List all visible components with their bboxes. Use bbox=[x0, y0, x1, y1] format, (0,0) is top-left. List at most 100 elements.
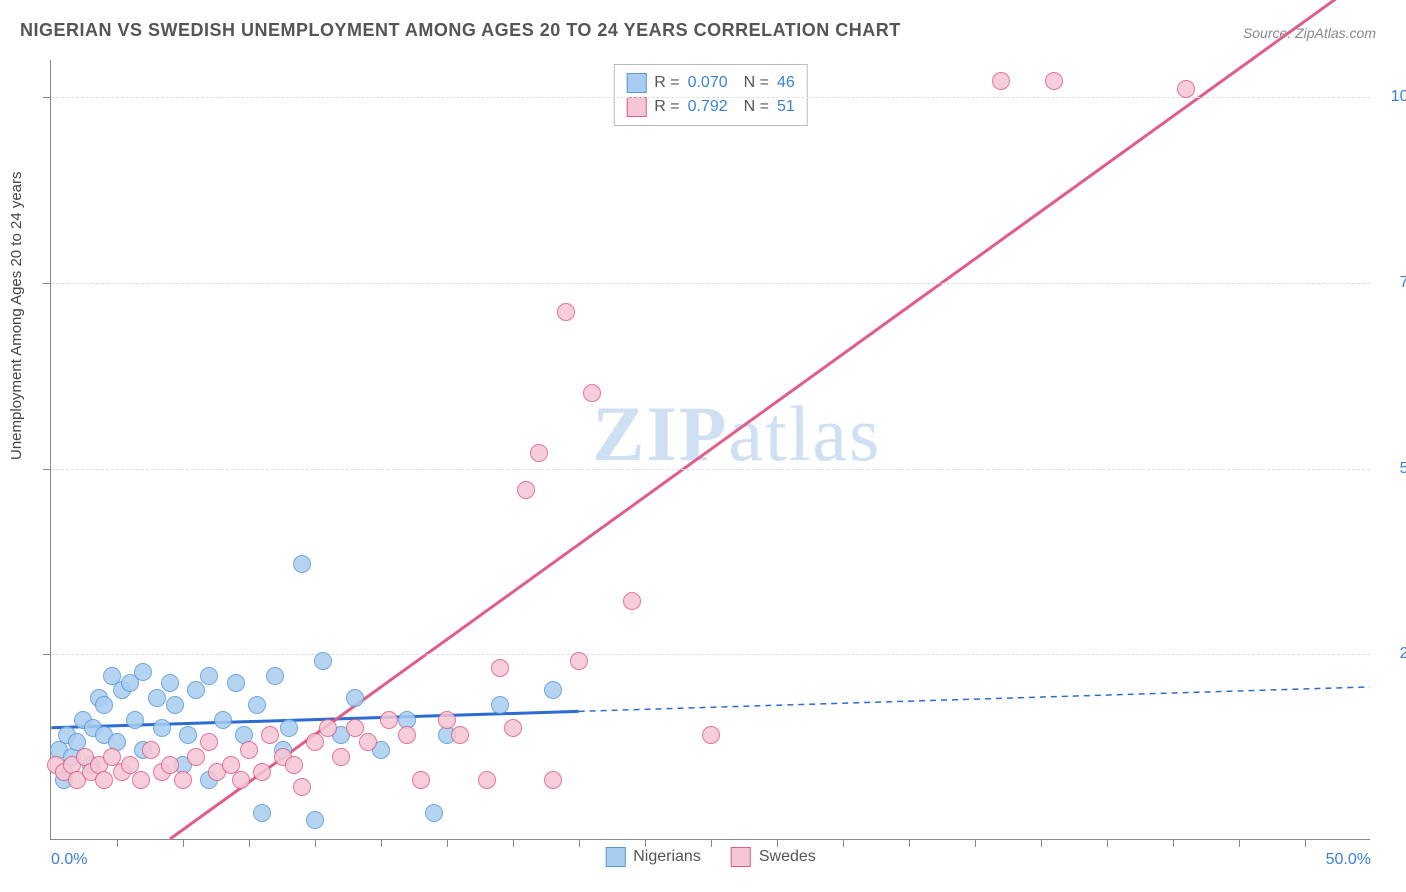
x-tick bbox=[315, 839, 316, 847]
y-tick-label: 75.0% bbox=[1375, 274, 1406, 292]
scatter-point-swedes bbox=[293, 778, 311, 796]
source-label: Source: ZipAtlas.com bbox=[1243, 25, 1376, 41]
scatter-point-nigerians bbox=[314, 652, 332, 670]
legend-item-nigerians: Nigerians bbox=[605, 847, 701, 867]
scatter-point-swedes bbox=[380, 711, 398, 729]
scatter-point-swedes bbox=[530, 444, 548, 462]
scatter-point-nigerians bbox=[544, 681, 562, 699]
x-tick bbox=[381, 839, 382, 847]
y-tick-label: 25.0% bbox=[1375, 645, 1406, 663]
scatter-point-swedes bbox=[412, 771, 430, 789]
legend-label: Swedes bbox=[759, 848, 816, 866]
scatter-point-nigerians bbox=[266, 667, 284, 685]
scatter-point-nigerians bbox=[134, 663, 152, 681]
grid-line bbox=[51, 654, 1370, 655]
x-tick bbox=[579, 839, 580, 847]
trend-lines bbox=[51, 60, 1370, 839]
x-tick bbox=[975, 839, 976, 847]
y-tick bbox=[43, 283, 51, 284]
x-tick-label-start: 0.0% bbox=[51, 851, 87, 869]
y-tick bbox=[43, 97, 51, 98]
scatter-point-nigerians bbox=[200, 667, 218, 685]
y-tick bbox=[43, 469, 51, 470]
scatter-point-nigerians bbox=[280, 719, 298, 737]
y-tick-label: 100.0% bbox=[1375, 88, 1406, 106]
scatter-point-swedes bbox=[1045, 72, 1063, 90]
legend-row-nigerians: R = 0.070 N = 46 bbox=[626, 71, 795, 95]
legend-row-swedes: R = 0.792 N = 51 bbox=[626, 95, 795, 119]
scatter-point-nigerians bbox=[166, 696, 184, 714]
watermark: ZIPatlas bbox=[592, 389, 881, 479]
scatter-point-swedes bbox=[398, 726, 416, 744]
x-tick bbox=[909, 839, 910, 847]
y-tick bbox=[43, 654, 51, 655]
scatter-point-swedes bbox=[359, 733, 377, 751]
scatter-point-swedes bbox=[583, 384, 601, 402]
x-tick bbox=[249, 839, 250, 847]
scatter-point-nigerians bbox=[214, 711, 232, 729]
n-value-swedes: 51 bbox=[777, 98, 795, 116]
r-value-swedes: 0.792 bbox=[688, 98, 728, 116]
scatter-point-nigerians bbox=[306, 811, 324, 829]
series-legend: Nigerians Swedes bbox=[605, 847, 816, 867]
scatter-point-nigerians bbox=[161, 674, 179, 692]
x-tick bbox=[513, 839, 514, 847]
scatter-point-nigerians bbox=[491, 696, 509, 714]
x-tick bbox=[645, 839, 646, 847]
legend-label: Nigerians bbox=[633, 848, 701, 866]
grid-line bbox=[51, 283, 1370, 284]
scatter-point-nigerians bbox=[346, 689, 364, 707]
x-tick bbox=[1173, 839, 1174, 847]
scatter-point-nigerians bbox=[227, 674, 245, 692]
scatter-point-swedes bbox=[702, 726, 720, 744]
scatter-point-swedes bbox=[161, 756, 179, 774]
scatter-point-swedes bbox=[570, 652, 588, 670]
scatter-point-swedes bbox=[517, 481, 535, 499]
x-tick bbox=[1041, 839, 1042, 847]
scatter-point-swedes bbox=[491, 659, 509, 677]
scatter-point-swedes bbox=[504, 719, 522, 737]
legend-swatch-swedes bbox=[626, 97, 646, 117]
scatter-point-swedes bbox=[992, 72, 1010, 90]
scatter-point-swedes bbox=[332, 748, 350, 766]
chart-plot-area: ZIPatlas R = 0.070 N = 46 R = 0.792 N = … bbox=[50, 60, 1370, 840]
scatter-point-nigerians bbox=[293, 555, 311, 573]
scatter-point-swedes bbox=[240, 741, 258, 759]
x-tick bbox=[183, 839, 184, 847]
scatter-point-nigerians bbox=[95, 696, 113, 714]
scatter-point-nigerians bbox=[253, 804, 271, 822]
n-label: N = bbox=[744, 98, 769, 116]
scatter-point-swedes bbox=[200, 733, 218, 751]
x-tick bbox=[711, 839, 712, 847]
x-tick bbox=[117, 839, 118, 847]
scatter-point-nigerians bbox=[179, 726, 197, 744]
scatter-point-swedes bbox=[478, 771, 496, 789]
scatter-point-nigerians bbox=[248, 696, 266, 714]
scatter-point-swedes bbox=[142, 741, 160, 759]
scatter-point-nigerians bbox=[187, 681, 205, 699]
x-tick bbox=[447, 839, 448, 847]
scatter-point-swedes bbox=[174, 771, 192, 789]
scatter-point-swedes bbox=[623, 592, 641, 610]
grid-line bbox=[51, 97, 1370, 98]
n-label: N = bbox=[744, 74, 769, 92]
scatter-point-swedes bbox=[544, 771, 562, 789]
x-tick bbox=[843, 839, 844, 847]
legend-swatch bbox=[605, 847, 625, 867]
x-tick bbox=[1107, 839, 1108, 847]
grid-line bbox=[51, 469, 1370, 470]
x-tick bbox=[1305, 839, 1306, 847]
legend-swatch-nigerians bbox=[626, 73, 646, 93]
r-label: R = bbox=[654, 98, 679, 116]
chart-title: NIGERIAN VS SWEDISH UNEMPLOYMENT AMONG A… bbox=[20, 20, 901, 41]
scatter-point-swedes bbox=[285, 756, 303, 774]
scatter-point-swedes bbox=[187, 748, 205, 766]
x-tick-label-end: 50.0% bbox=[1326, 851, 1371, 869]
scatter-point-nigerians bbox=[425, 804, 443, 822]
y-axis-label: Unemployment Among Ages 20 to 24 years bbox=[8, 171, 25, 460]
r-value-nigerians: 0.070 bbox=[688, 74, 728, 92]
scatter-point-swedes bbox=[306, 733, 324, 751]
scatter-point-swedes bbox=[557, 303, 575, 321]
scatter-point-swedes bbox=[319, 719, 337, 737]
legend-swatch bbox=[731, 847, 751, 867]
